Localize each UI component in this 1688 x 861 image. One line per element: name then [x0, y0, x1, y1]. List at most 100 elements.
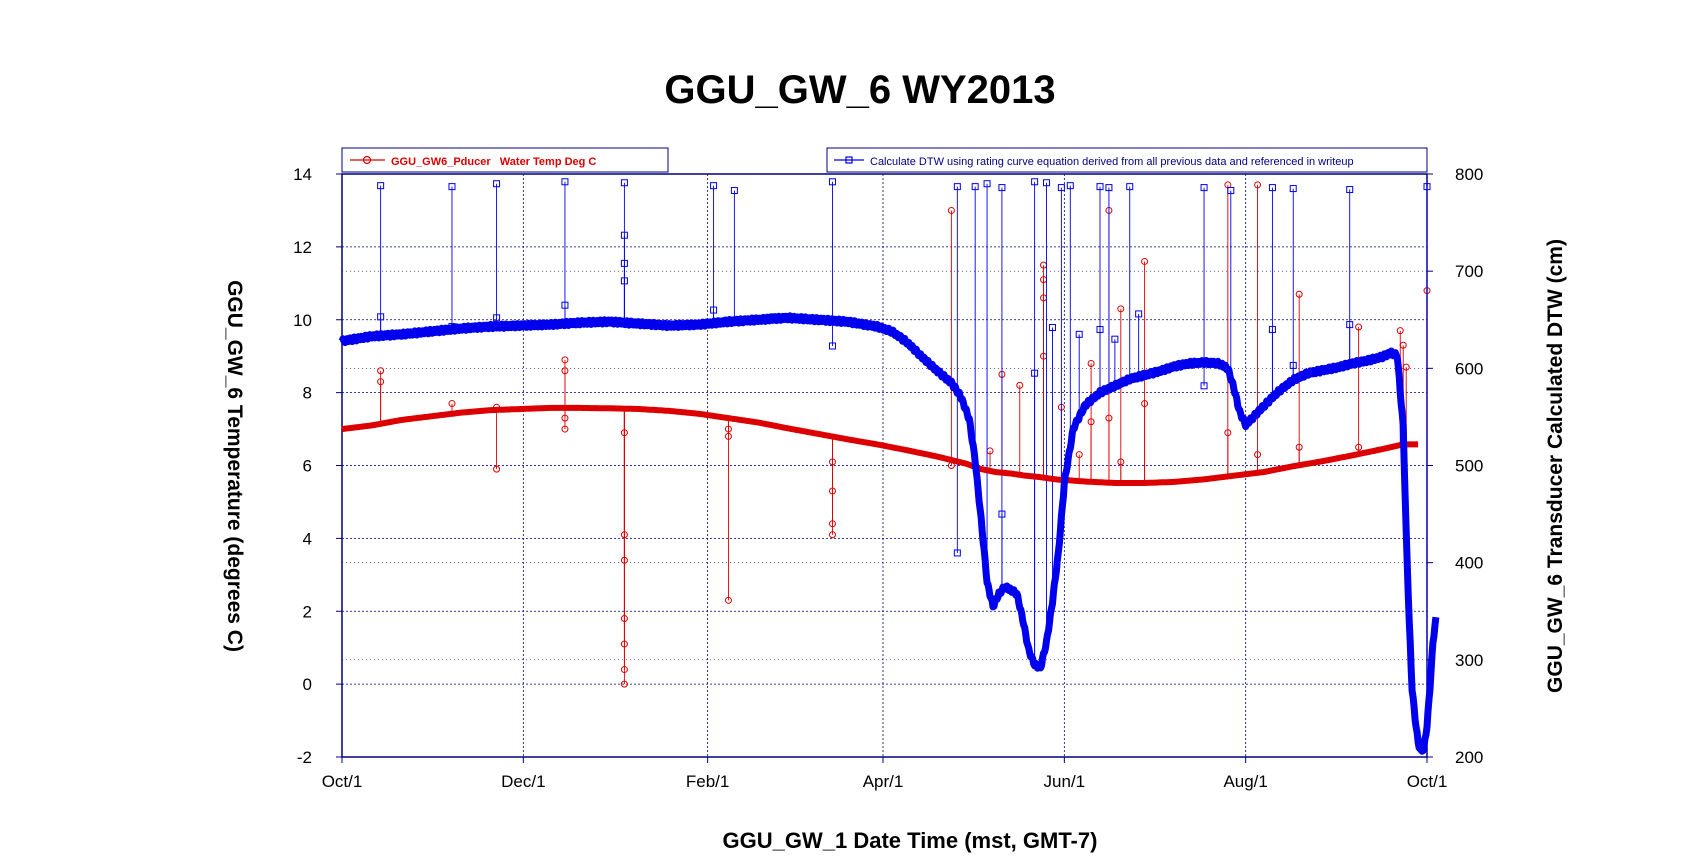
- dtw-spike-marker: [1200, 382, 1208, 390]
- temperature-spike-marker: [1075, 451, 1083, 459]
- dtw-spike-marker: [620, 259, 628, 267]
- temperature-spike-marker: [1224, 429, 1232, 437]
- dtw-spike-marker: [710, 306, 718, 314]
- temperature-spike-marker: [561, 425, 569, 433]
- y-left-tick-label: 14: [293, 165, 312, 184]
- y-right-axis-ticks: 200 300 400 500 600 700 800: [1427, 165, 1483, 767]
- temperature-spike-marker: [1399, 341, 1407, 349]
- dtw-spike-marker: [1346, 321, 1354, 329]
- grid: [342, 174, 1427, 757]
- dtw-spike-marker: [1346, 186, 1354, 194]
- temperature-spike-marker: [377, 367, 385, 375]
- temperature-spike-marker: [1355, 323, 1363, 331]
- dtw-spike-marker: [1075, 330, 1083, 338]
- temperature-spike-marker: [947, 206, 955, 214]
- dtw-spike-marker: [1135, 310, 1143, 318]
- dtw-spike-marker: [1096, 183, 1104, 191]
- temperature-spike-marker: [828, 531, 836, 539]
- y-right-tick-label: 700: [1455, 262, 1483, 281]
- series-layer: [338, 312, 1440, 755]
- temperature-spike-marker: [1355, 443, 1363, 451]
- x-tick-label: Feb/1: [686, 772, 729, 791]
- x-tick-label: Apr/1: [863, 772, 904, 791]
- dtw-spike-marker: [448, 183, 456, 191]
- y-right-tick-label: 500: [1455, 457, 1483, 476]
- dtw-spike-marker: [620, 231, 628, 239]
- x-tick-label: Oct/1: [322, 772, 363, 791]
- dtw-spike-marker: [561, 178, 569, 186]
- legend-dtw: Calculate DTW using rating curve equatio…: [826, 147, 1428, 173]
- temperature-spike-marker: [1117, 305, 1125, 313]
- x-tick-label: Dec/1: [501, 772, 545, 791]
- dtw-spike-marker: [1096, 325, 1104, 333]
- y-right-tick-label: 300: [1455, 651, 1483, 670]
- dtw-spike-marker: [1066, 182, 1074, 190]
- legend-dtw-label: Calculate DTW using rating curve equatio…: [870, 156, 1354, 168]
- dtw-spike-marker: [828, 178, 836, 186]
- y-right-tick-label: 800: [1455, 165, 1483, 184]
- legend-square-marker: [845, 156, 853, 164]
- dtw-spike-marker: [493, 180, 501, 188]
- x-tick-label: Aug/1: [1223, 772, 1267, 791]
- x-tick-label: Oct/1: [1407, 772, 1448, 791]
- dtw-spike-marker: [953, 549, 961, 557]
- legend-circle-marker: [362, 155, 372, 165]
- dtw-spike-marker: [1031, 178, 1039, 186]
- y-left-tick-label: 6: [303, 457, 312, 476]
- y-left-axis-ticks: -2 0 2 4 6 8 10 12 14: [293, 165, 342, 767]
- dtw-spike-marker: [983, 180, 991, 188]
- y-left-tick-label: 0: [303, 675, 312, 694]
- dtw-spike-marker: [998, 184, 1006, 192]
- y-right-tick-label: 400: [1455, 554, 1483, 573]
- dtw-spike-marker: [620, 277, 628, 285]
- dtw-spike-marker: [828, 342, 836, 350]
- dtw-spike-marker: [493, 314, 501, 322]
- legend-temperature: GGU_GW6_Pducer Water Temp Deg C: [341, 147, 669, 173]
- y-left-tick-label: 2: [303, 602, 312, 621]
- dtw-spike-marker: [1111, 335, 1119, 343]
- dtw-spike-marker: [1057, 184, 1065, 192]
- y-left-tick-label: 8: [303, 384, 312, 403]
- chart-title: GGU_GW_6 WY2013: [664, 68, 1055, 112]
- dtw-spike-marker: [998, 510, 1006, 518]
- temperature-spike-marker: [1396, 327, 1404, 335]
- dtw-spike-marker: [561, 301, 569, 309]
- dtw-spike-marker: [1048, 324, 1056, 332]
- y-right-tick-label: 200: [1455, 748, 1483, 767]
- temperature-spike-marker: [493, 465, 501, 473]
- dtw-spike-marker: [620, 179, 628, 187]
- legend-temperature-label: GGU_GW6_Pducer Water Temp Deg C: [391, 156, 596, 168]
- temperature-spike-marker: [561, 414, 569, 422]
- dtw-spike-marker: [730, 187, 738, 195]
- dtw-spike-lines: [377, 178, 1431, 726]
- temperature-spike-marker: [1295, 290, 1303, 298]
- dtw-spike-marker: [953, 183, 961, 191]
- temperature-spike-marker: [1254, 451, 1262, 459]
- dtw-spike-marker: [1126, 183, 1134, 191]
- temperature-spike-marker: [1141, 257, 1149, 265]
- temperature-spike-marker: [620, 680, 628, 688]
- temperature-spike-marker: [1402, 363, 1410, 371]
- dtw-spike-marker: [377, 182, 385, 190]
- dtw-spike-marker: [1227, 187, 1235, 195]
- dtw-spike-marker: [1289, 361, 1297, 369]
- dtw-spike-marker: [1423, 183, 1431, 191]
- temperature-spike-marker: [724, 596, 732, 604]
- temperature-spike-marker: [1117, 458, 1125, 466]
- dtw-spike-marker: [1268, 184, 1276, 192]
- dtw-spike-marker: [1289, 185, 1297, 193]
- temperature-spike-marker: [1105, 414, 1113, 422]
- x-axis-ticks: Oct/1 Dec/1 Feb/1 Apr/1 Jun/1 Aug/1 Oct/1: [322, 757, 1448, 791]
- dtw-spike-marker: [710, 182, 718, 190]
- dtw-spike-marker: [1031, 369, 1039, 377]
- y-left-tick-label: 12: [293, 238, 312, 257]
- dtw-spike-marker: [1105, 184, 1113, 192]
- temperature-spike-marker: [1016, 381, 1024, 389]
- temperature-spike-marker: [448, 400, 456, 408]
- temperature-spike-marker: [1141, 400, 1149, 408]
- temperature-series-line: [340, 404, 1420, 486]
- y-left-tick-label: -2: [297, 748, 312, 767]
- y-left-axis-label: GGU_GW_6 Temperature (degrees C): [223, 280, 246, 652]
- dtw-series-line: [338, 312, 1440, 755]
